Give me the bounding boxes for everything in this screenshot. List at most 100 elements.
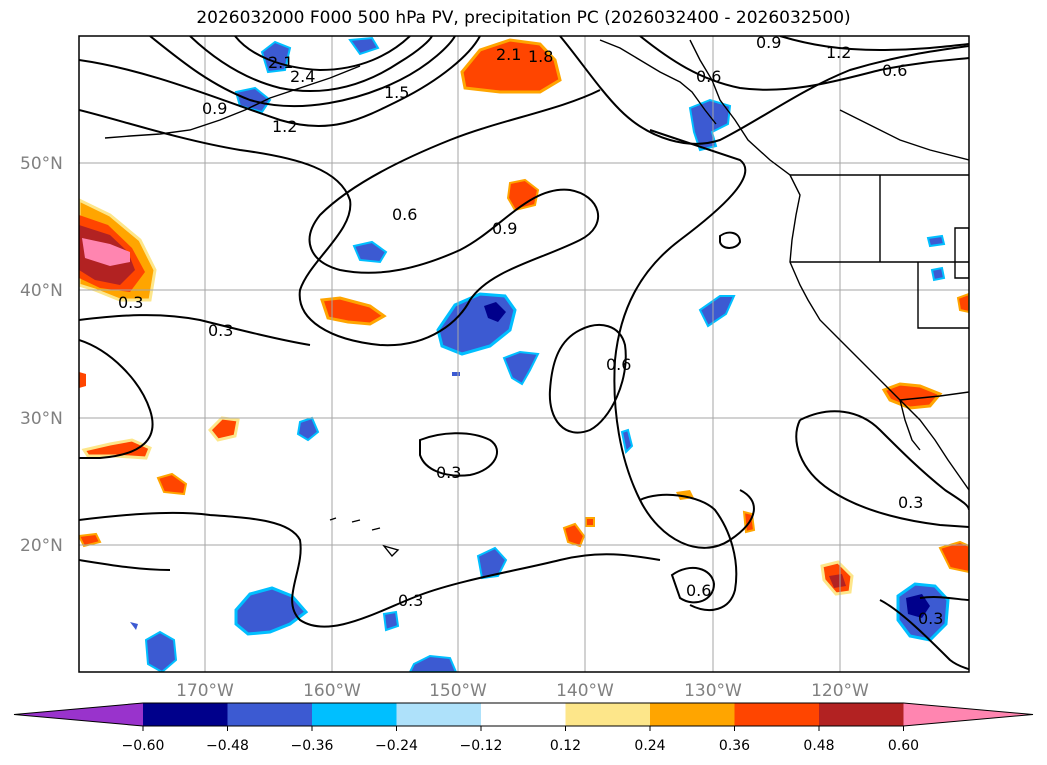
pv-contour (559, 36, 969, 145)
precip-blob (296, 416, 320, 442)
precip-blob (207, 416, 240, 442)
precip-blob (562, 522, 586, 548)
map-title: 2026032000 F000 500 hPa PV, precipitatio… (196, 8, 851, 28)
lon-label: 130°W (684, 681, 742, 701)
precip-blob (926, 234, 946, 248)
lat-label: 30°N (20, 409, 63, 429)
precip-blob (956, 292, 969, 314)
precip-blob (348, 36, 380, 56)
pv-contour (79, 559, 171, 571)
colorbar-segment (143, 703, 228, 726)
precip-blob (382, 610, 400, 632)
precip-blob (82, 238, 130, 266)
contour-label: 0.3 (918, 609, 943, 628)
colorbar-extend-min (14, 703, 143, 726)
colorbar-segment (396, 703, 481, 726)
pv-contour (639, 36, 969, 91)
canada-interior (839, 109, 969, 161)
lat-label: 50°N (20, 154, 63, 174)
pv-contour (79, 339, 154, 459)
pv-contour (779, 36, 969, 52)
pv-contour (879, 599, 969, 671)
map-frame (78, 35, 970, 673)
coastlines (104, 39, 969, 558)
pv-contour (189, 36, 433, 92)
precip-positive-areas (79, 38, 969, 596)
colorbar-segment (819, 703, 904, 726)
lon-label: 160°W (303, 681, 361, 701)
colorbar-extend-max (903, 703, 1033, 726)
pv-contour (79, 511, 661, 628)
colorbar-tick-label: 0.36 (719, 738, 750, 754)
lon-label: 120°W (811, 681, 869, 701)
colorbar-tick-label: −0.36 (291, 738, 334, 754)
alaska-coast (599, 39, 717, 125)
lon-label: 150°W (429, 681, 487, 701)
precip-blob (81, 438, 152, 460)
lat-label: 20°N (20, 536, 63, 556)
precip-blob (408, 654, 458, 672)
pv-contour (670, 566, 716, 604)
precip-blob (506, 178, 540, 212)
contour-label: 0.3 (898, 493, 923, 512)
pv-contour (919, 596, 969, 601)
contour-label: 2.1 (268, 53, 293, 72)
pv-contour (234, 36, 411, 72)
contour-label: 0.6 (696, 67, 721, 86)
precip-blob (585, 517, 595, 527)
pv-contour (548, 324, 627, 434)
contour-label: 1.8 (528, 47, 553, 66)
precip-blob (79, 372, 86, 388)
contour-label: 2.1 (496, 45, 521, 64)
colorbar-segment (650, 703, 735, 726)
contour-label: 1.2 (826, 43, 851, 62)
colorbar-tick-label: −0.12 (460, 738, 503, 754)
pv-contour (79, 314, 311, 346)
mexico-border (899, 391, 969, 401)
precip-blob (156, 472, 188, 496)
contour-label: 0.9 (202, 99, 227, 118)
colorbar-tick-label: −0.24 (375, 738, 418, 754)
contour-label: 0.3 (398, 591, 423, 610)
contour-label: 0.9 (492, 219, 517, 238)
colorbar-tick-label: −0.60 (122, 738, 165, 754)
contour-label: 0.6 (686, 581, 711, 600)
precip-blob (938, 540, 969, 574)
precip-blob (79, 532, 102, 548)
pv-contour (149, 36, 456, 108)
pv-contour (419, 432, 499, 477)
colorbar-segment (734, 703, 819, 726)
precip-blob (476, 546, 508, 580)
precip-blob (502, 350, 540, 386)
pv-contour (799, 410, 969, 511)
graticule (79, 36, 969, 672)
colorbar-tick-label: 0.60 (888, 738, 919, 754)
precip-blob (319, 296, 387, 326)
precip-blob (144, 630, 178, 672)
colorbar-tick-label: −0.48 (206, 738, 249, 754)
precip-blob (930, 266, 946, 282)
hawaii-islands (329, 517, 400, 558)
pv-contours (79, 36, 969, 671)
precip-negative-areas (130, 36, 950, 672)
pv-contour (79, 89, 601, 347)
contour-label: 0.6 (882, 61, 907, 80)
pv-contour (79, 36, 481, 128)
precip-blob (688, 98, 732, 152)
precip-blob (460, 38, 562, 94)
contour-label: 0.3 (208, 321, 233, 340)
state-border (954, 227, 969, 279)
map-area: 2.1 2.4 1.5 1.8 2.1 0.9 1.2 0.6 0.9 1.2 … (79, 33, 969, 672)
precip-blob (130, 622, 138, 630)
contour-label-group: 2.1 2.4 1.5 1.8 2.1 0.9 1.2 0.6 0.9 1.2 … (118, 33, 943, 628)
contour-label: 2.4 (290, 67, 315, 86)
contour-label: 0.9 (756, 33, 781, 52)
precip-blob (829, 574, 846, 588)
lon-label: 140°W (556, 681, 614, 701)
lon-label: 170°W (176, 681, 234, 701)
aleutian-islands (104, 65, 361, 139)
state-border (917, 262, 969, 329)
colorbar-segment (565, 703, 650, 726)
baja-coast (899, 399, 921, 451)
